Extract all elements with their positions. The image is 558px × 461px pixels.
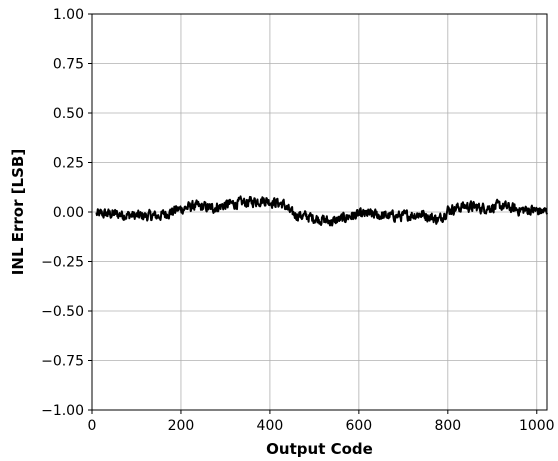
x-tick-label: 600: [345, 418, 372, 434]
y-axis-label: INL Error [LSB]: [9, 149, 27, 275]
y-tick-label: −0.50: [41, 304, 84, 320]
x-tick-label: 800: [434, 418, 461, 434]
y-tick-label: 0.50: [53, 106, 84, 122]
inl-error-line: [95, 195, 548, 227]
y-tick-label: −0.25: [41, 255, 84, 271]
y-tick-label: 0.25: [53, 156, 84, 172]
x-tick-label: 1000: [519, 418, 555, 434]
y-tick-label: −1.00: [41, 403, 84, 419]
grid-lines: [91, 13, 547, 411]
series-group: [95, 195, 548, 227]
x-tick-label: 400: [257, 418, 284, 434]
tick-marks: [88, 13, 538, 414]
x-tick-label: 200: [168, 418, 195, 434]
y-tick-label: −0.75: [41, 354, 84, 370]
x-axis-label: Output Code: [266, 440, 373, 458]
y-tick-label: 0.75: [53, 57, 84, 73]
y-tick-label: 0.00: [53, 205, 84, 221]
tick-labels: 0 200 400 600 800 1000 1.00 0.75 0.50 0.25 0.00 −0.…: [41, 7, 554, 434]
y-tick-label: 1.00: [53, 7, 84, 23]
x-tick-label: 0: [88, 418, 97, 434]
